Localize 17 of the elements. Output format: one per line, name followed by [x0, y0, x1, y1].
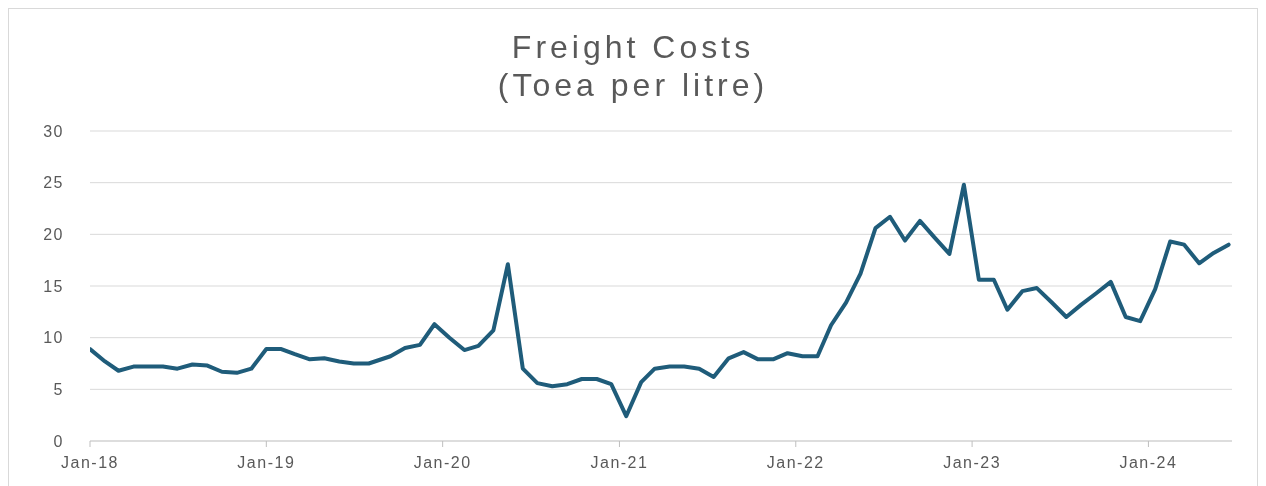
chart-subtitle: (Toea per litre) [496, 66, 770, 104]
y-tick-label: 0 [53, 432, 64, 450]
x-tick-label: Jan-21 [590, 454, 649, 472]
y-tick-label: 20 [43, 226, 64, 244]
x-tick-label: Jan-19 [237, 454, 296, 472]
chart-title: Freight Costs [510, 28, 756, 66]
x-tick-label: Jan-24 [1119, 454, 1178, 472]
x-tick-label: Jan-23 [943, 454, 1002, 472]
y-tick-label: 5 [53, 381, 64, 399]
line-series [90, 182, 1231, 419]
x-tick-label: Jan-20 [413, 454, 472, 472]
y-tick-label: 30 [43, 122, 64, 140]
x-tick-label: Jan-22 [766, 454, 825, 472]
x-tick-label: Jan-18 [61, 454, 119, 472]
y-tick-label: 25 [43, 174, 64, 192]
y-tick-label: 10 [43, 329, 64, 347]
y-tick-label: 15 [43, 277, 64, 295]
